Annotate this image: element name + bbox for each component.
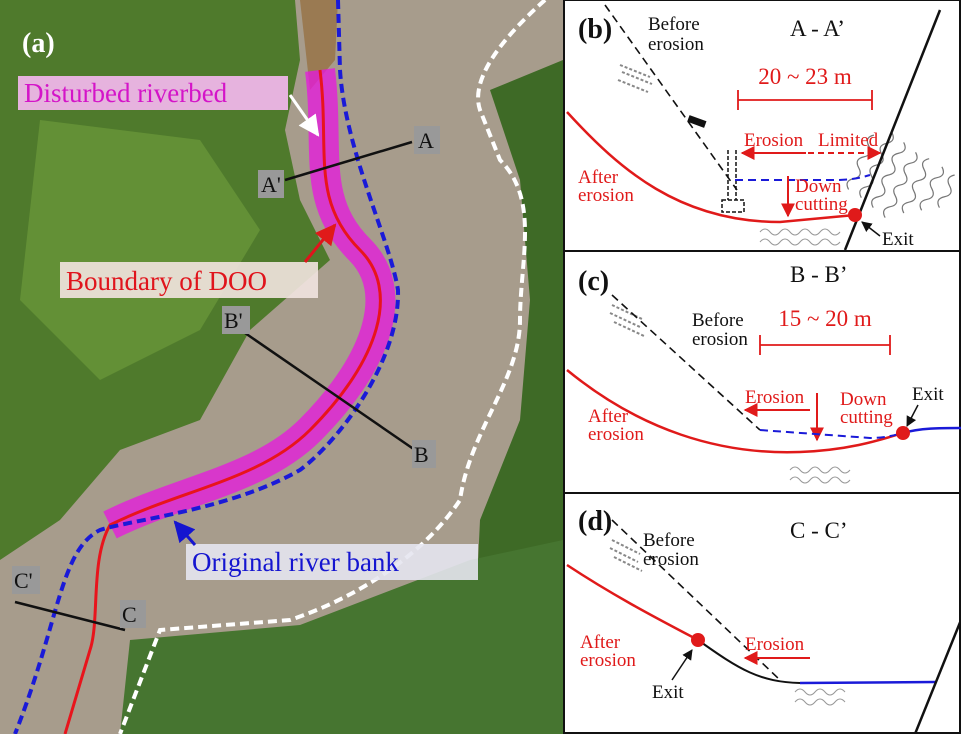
width-label: 20 ~ 23 m [758,64,852,89]
panel-label: (c) [578,266,609,297]
section-label: B' [224,308,243,333]
text-line: erosion [643,549,699,570]
figure: A' A B' B C' C (a) Disturbed riverbed Bo… [0,0,961,734]
section-title: C - C’ [790,518,848,543]
annotation: Exit [652,682,684,703]
annotation: Limited [818,130,879,151]
annotation: Erosion [745,634,805,655]
section-label: C [122,602,137,627]
text-line: erosion [692,329,748,350]
annotation: Exit [912,384,944,405]
section-title: B - B’ [790,262,848,287]
exit-point [896,426,910,440]
panel-label: (b) [578,14,612,45]
annotation: Erosion [745,387,805,408]
exit-point [691,633,705,647]
text-line: cutting [840,407,893,428]
annotation: Exit [882,229,914,250]
annotation: Original river bank [192,547,399,577]
section-label: B [414,442,429,467]
text-line: erosion [578,185,634,206]
panel-label: (a) [22,28,55,59]
section-label: A [418,128,434,153]
riverbed [800,682,935,683]
text-line: Before [648,14,700,35]
panel-label: (d) [578,506,612,537]
annotation: Boundary of DOO [66,266,267,296]
text-line: erosion [588,424,644,445]
text-line: Before [692,310,744,331]
section-label: C' [14,568,33,593]
text-line: erosion [580,650,636,671]
width-label: 15 ~ 20 m [778,306,872,331]
annotation: Erosion [744,130,804,151]
text-line: Before [643,530,695,551]
text-line: erosion [648,34,704,55]
panel-a: A' A B' B C' C (a) Disturbed riverbed Bo… [0,0,563,734]
section-label: A' [261,172,281,197]
exit-point [848,208,862,222]
section-title: A - A’ [790,16,845,41]
text-line: cutting [795,194,848,215]
annotation: Disturbed riverbed [24,78,228,108]
